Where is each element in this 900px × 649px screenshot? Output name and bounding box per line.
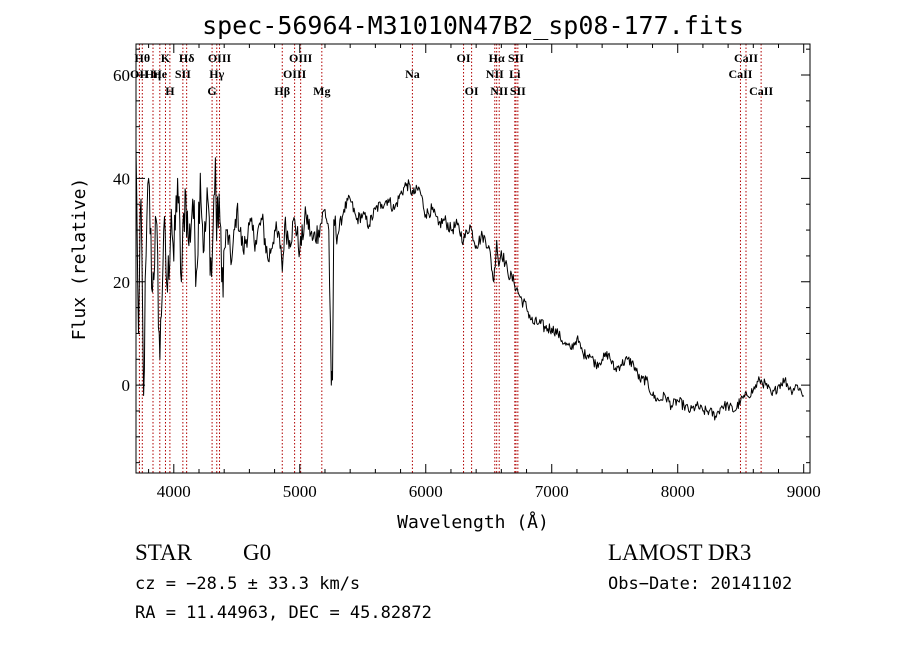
observation-date: Obs−Date: 20141102 bbox=[608, 574, 793, 594]
spectral-line-label: OIII bbox=[208, 51, 232, 65]
spectral-line-label: Hθ bbox=[134, 51, 150, 65]
survey-name: LAMOST DR3 bbox=[608, 540, 752, 565]
y-tick-label: 40 bbox=[113, 169, 130, 188]
x-tick-label: 8000 bbox=[661, 482, 695, 501]
x-tick-label: 7000 bbox=[535, 482, 569, 501]
x-axis-ticks: 4000 5000 6000 7000 8000 9000 bbox=[148, 44, 821, 501]
spectral-line-label: OIII bbox=[289, 51, 313, 65]
sky-coordinates: RA = 11.44963, DEC = 45.82872 bbox=[135, 603, 432, 623]
spectral-line-label: NII bbox=[486, 67, 504, 81]
spectral-line-label: SII bbox=[510, 84, 526, 98]
spectral-line-label: Hδ bbox=[179, 51, 195, 65]
spectral-line-label: OIII bbox=[283, 67, 307, 81]
spectral-line-label: G bbox=[207, 84, 216, 98]
x-axis-label: Wavelength (Å) bbox=[397, 511, 549, 533]
redshift-velocity: cz = −28.5 ± 33.3 km/s bbox=[135, 574, 361, 594]
x-tick-label: 5000 bbox=[283, 482, 317, 501]
spectral-line-label: Mg bbox=[313, 84, 330, 98]
y-tick-label: 60 bbox=[113, 66, 130, 85]
spectral-line-label: Hβ bbox=[274, 84, 290, 98]
spectral-line-label: Hα bbox=[489, 51, 505, 65]
spectral-line-label: He bbox=[152, 67, 167, 81]
object-subclass: G0 bbox=[243, 540, 272, 565]
chart-title: spec-56964-M31010N47B2_sp08-177.fits bbox=[202, 11, 744, 40]
plot-frame bbox=[135, 43, 811, 474]
spectral-line-label: Na bbox=[405, 67, 420, 81]
x-tick-label: 4000 bbox=[157, 482, 191, 501]
spectral-line-label: NII bbox=[490, 84, 508, 98]
spectral-line-label: CaII bbox=[728, 67, 752, 81]
y-tick-label: 0 bbox=[122, 376, 131, 395]
spectral-line-label: OII bbox=[130, 67, 149, 81]
spectral-line-label: K bbox=[161, 51, 171, 65]
flux-line bbox=[135, 147, 805, 421]
spectral-line-label: OI bbox=[465, 84, 479, 98]
flux-series bbox=[135, 147, 805, 421]
x-tick-label: 6000 bbox=[409, 482, 443, 501]
spectral-line-label: OI bbox=[457, 51, 471, 65]
spectrum-chart: spec-56964-M31010N47B2_sp08-177.fits OII… bbox=[69, 11, 821, 533]
spectral-line-label: Hη bbox=[145, 67, 161, 81]
y-axis-label: Flux (relative) bbox=[69, 178, 90, 341]
spectral-line-label: SII bbox=[508, 51, 524, 65]
spectral-line-label: Li bbox=[509, 67, 521, 81]
spectral-line-label: CaII bbox=[749, 84, 773, 98]
spectral-line-label: Hγ bbox=[209, 67, 224, 81]
spectral-line-label: CaII bbox=[734, 51, 758, 65]
x-tick-label: 9000 bbox=[787, 482, 821, 501]
y-axis-ticks: 0 20 40 60 bbox=[113, 48, 810, 464]
spectral-line-label: H bbox=[165, 84, 175, 98]
spectral-line-markers bbox=[138, 44, 762, 473]
y-tick-label: 20 bbox=[113, 273, 130, 292]
object-class: STAR bbox=[135, 540, 192, 565]
spectral-line-label: SII bbox=[175, 67, 191, 81]
